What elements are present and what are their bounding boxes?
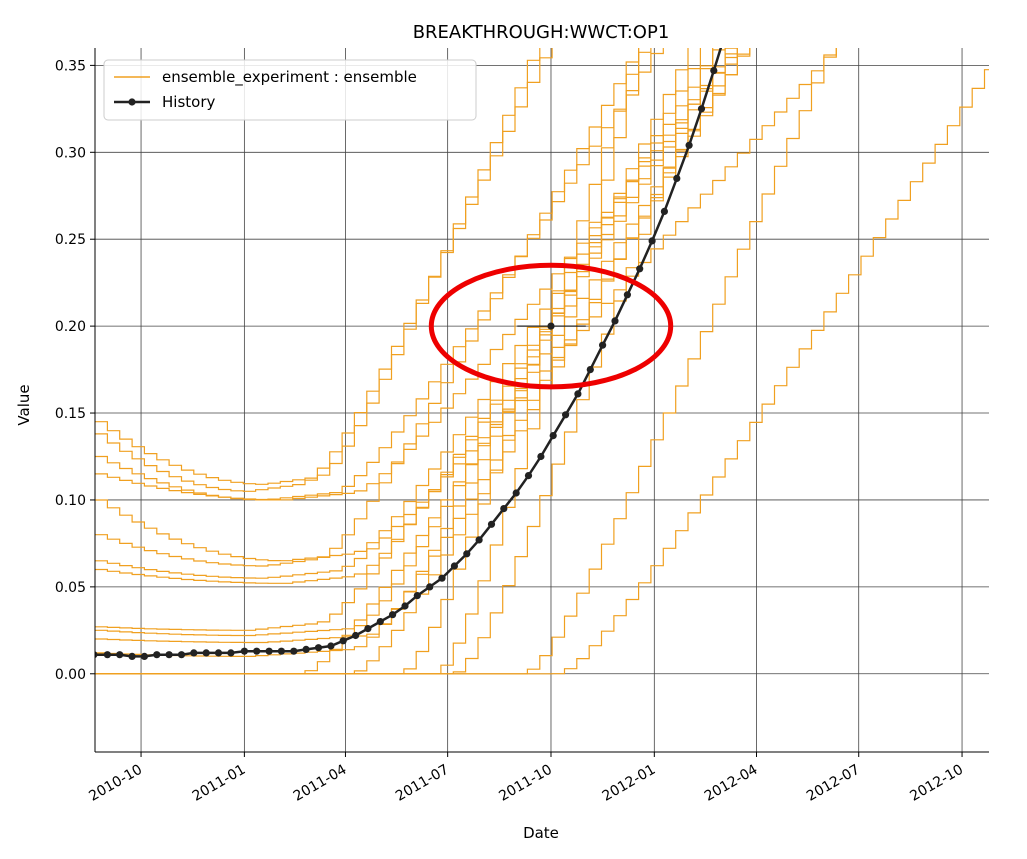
y-tick-label: 0.05 bbox=[55, 580, 86, 596]
history-point bbox=[95, 651, 98, 659]
history-line bbox=[687, 48, 723, 146]
history-point bbox=[586, 366, 594, 374]
ensemble-realization bbox=[95, 69, 989, 675]
history-series bbox=[95, 27, 730, 661]
y-tick-label: 0.10 bbox=[55, 493, 86, 509]
ensemble-realization bbox=[95, 48, 714, 675]
chart-title: BREAKTHROUGH:WWCT:OP1 bbox=[413, 22, 670, 43]
history-point bbox=[140, 652, 148, 661]
history-point bbox=[240, 647, 248, 655]
history-point bbox=[202, 649, 210, 657]
y-tick-label: 0.15 bbox=[55, 406, 86, 422]
history-point bbox=[339, 637, 347, 645]
ensemble-realization bbox=[95, 48, 640, 675]
history-point bbox=[450, 562, 458, 570]
ensemble-series bbox=[95, 48, 989, 675]
ensemble-realization bbox=[95, 48, 738, 675]
y-tick-label: 0.35 bbox=[55, 58, 86, 74]
history-point bbox=[190, 649, 198, 657]
annotation-ellipse bbox=[428, 262, 674, 390]
history-point bbox=[277, 647, 285, 655]
history-point bbox=[547, 322, 555, 330]
history-point bbox=[512, 489, 520, 497]
history-point bbox=[463, 550, 471, 558]
history-point bbox=[636, 265, 644, 273]
legend-box bbox=[103, 59, 477, 121]
history-point bbox=[599, 341, 607, 349]
y-tick-label: 0.25 bbox=[55, 232, 86, 248]
x-tick-label: 2012-07 bbox=[804, 762, 863, 805]
history-point bbox=[623, 291, 632, 299]
history-point bbox=[389, 611, 397, 619]
history-point bbox=[710, 67, 718, 75]
history-point bbox=[537, 452, 545, 461]
history-point bbox=[177, 651, 186, 659]
annotation bbox=[428, 262, 674, 390]
x-tick-label: 2011-07 bbox=[393, 762, 452, 805]
ensemble-realization bbox=[95, 48, 640, 567]
ensemble-realization bbox=[95, 48, 751, 657]
history-point bbox=[562, 411, 570, 419]
history-point bbox=[214, 649, 223, 657]
history-point bbox=[352, 631, 360, 640]
history-point bbox=[487, 520, 496, 528]
x-tick-label: 2012-10 bbox=[907, 762, 966, 805]
x-tick-label: 2012-04 bbox=[702, 762, 761, 805]
history-point bbox=[253, 647, 261, 655]
history-point bbox=[574, 390, 582, 398]
history-point bbox=[723, 27, 730, 34]
history-point bbox=[648, 237, 656, 245]
history-point bbox=[227, 649, 235, 657]
legend: ensemble_experiment : ensemble History bbox=[103, 59, 477, 121]
history-point bbox=[426, 583, 434, 591]
history-point bbox=[128, 652, 136, 661]
x-tick-label: 2012-01 bbox=[600, 762, 659, 805]
history-point bbox=[103, 651, 111, 659]
x-tick-label: 2011-01 bbox=[190, 762, 249, 805]
history-point bbox=[524, 472, 533, 480]
history-point bbox=[660, 207, 669, 215]
ensemble-realization bbox=[95, 48, 738, 631]
history-point bbox=[475, 536, 483, 544]
legend-marker bbox=[128, 98, 136, 106]
ensemble-realization bbox=[95, 48, 541, 485]
history-point bbox=[364, 625, 372, 633]
legend-label: History bbox=[162, 93, 215, 111]
history-point bbox=[327, 642, 335, 650]
history-point bbox=[697, 105, 706, 113]
history-point bbox=[500, 505, 508, 513]
history-point bbox=[153, 651, 161, 659]
history-point bbox=[265, 647, 273, 655]
x-tick-label: 2010-10 bbox=[86, 762, 145, 805]
legend-label: ensemble_experiment : ensemble bbox=[162, 68, 417, 87]
ensemble-realization bbox=[95, 48, 553, 492]
y-tick-label: 0.20 bbox=[55, 319, 86, 335]
history-point bbox=[116, 651, 124, 659]
x-tick-label: 2011-04 bbox=[291, 762, 350, 805]
ensemble-realization bbox=[95, 48, 738, 501]
history-point bbox=[165, 651, 173, 659]
y-tick-label: 0.30 bbox=[55, 145, 86, 161]
ensemble-realization bbox=[95, 48, 689, 644]
history-point bbox=[314, 644, 323, 652]
x-axis-label: Date bbox=[523, 824, 559, 842]
history-point bbox=[611, 317, 619, 325]
history-point bbox=[413, 592, 421, 600]
history-point bbox=[376, 618, 384, 626]
ensemble-realization bbox=[95, 48, 652, 675]
x-tick-label: 2011-10 bbox=[496, 762, 555, 805]
y-axis-label: Value bbox=[15, 384, 33, 425]
history-point bbox=[401, 602, 409, 610]
history-point bbox=[438, 574, 446, 582]
history-point bbox=[673, 174, 681, 182]
y-tick-label: 0.00 bbox=[55, 667, 86, 683]
grid bbox=[95, 48, 989, 752]
axes: 0.00 0.05 0.10 0.15 0.20 0.25 0.30 0.35 2010-10 2… bbox=[55, 48, 989, 805]
history-point bbox=[290, 647, 298, 655]
history-point bbox=[302, 645, 310, 654]
history-point bbox=[549, 432, 557, 440]
